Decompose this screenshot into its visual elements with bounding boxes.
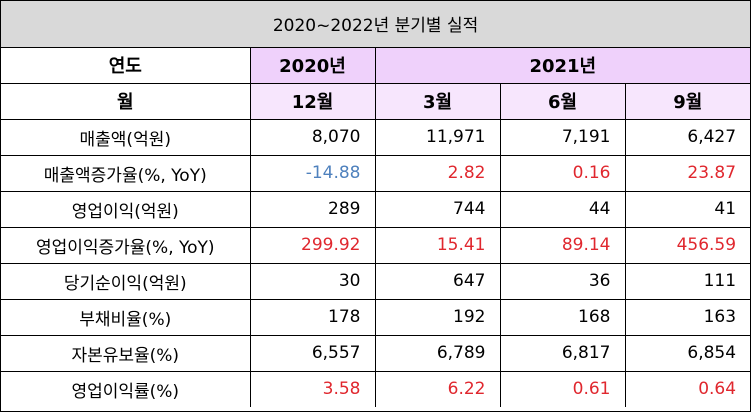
value-cell: 0.64 <box>624 370 751 407</box>
value-cell: 30 <box>249 262 376 300</box>
row-label: 매출액(억원) <box>1 118 251 156</box>
value-cell: 647 <box>374 262 501 300</box>
value-cell: 168 <box>499 298 626 336</box>
value-cell: 7,191 <box>499 118 626 156</box>
value-cell: 15.41 <box>374 226 501 264</box>
value-cell: 2.82 <box>374 154 501 192</box>
value-cell: 111 <box>624 262 751 300</box>
table-row: 자본유보율(%) 6,557 6,789 6,817 6,854 <box>1 334 751 372</box>
value-cell: 163 <box>624 298 751 336</box>
month-label-header: 월 <box>1 82 251 120</box>
year-label-header: 연도 <box>1 46 251 84</box>
row-label: 자본유보율(%) <box>1 334 251 372</box>
value-cell: 6.22 <box>374 370 501 407</box>
value-cell: 456.59 <box>624 226 751 264</box>
value-cell: 744 <box>374 190 501 228</box>
value-cell: 23.87 <box>624 154 751 192</box>
year-2021-header: 2021년 <box>374 46 751 84</box>
value-cell: 44 <box>499 190 626 228</box>
value-cell: 178 <box>249 298 376 336</box>
value-cell: 299.92 <box>249 226 376 264</box>
row-label: 부채비율(%) <box>1 298 251 336</box>
value-cell: 6,557 <box>249 334 376 372</box>
value-cell: 6,789 <box>374 334 501 372</box>
table-row: 매출액증가율(%, YoY) -14.88 2.82 0.16 23.87 <box>1 154 751 192</box>
value-cell: 3.58 <box>249 370 376 407</box>
table-row: 영업이익(억원) 289 744 44 41 <box>1 190 751 228</box>
table-row: 당기순이익(억원) 30 647 36 111 <box>1 262 751 300</box>
value-cell: 0.61 <box>499 370 626 407</box>
table-row: 매출액(억원) 8,070 11,971 7,191 6,427 <box>1 118 751 156</box>
table-title: 2020~2022년 분기별 실적 <box>1 1 751 48</box>
row-label: 영업이익(억원) <box>1 190 251 228</box>
row-label: 영업이익률(%) <box>1 370 251 407</box>
row-label: 영업이익증가율(%, YoY) <box>1 226 251 264</box>
row-label: 매출액증가율(%, YoY) <box>1 154 251 192</box>
value-cell: 11,971 <box>374 118 501 156</box>
value-cell: 6,817 <box>499 334 626 372</box>
row-label: 당기순이익(억원) <box>1 262 251 300</box>
value-cell: 6,427 <box>624 118 751 156</box>
value-cell: 192 <box>374 298 501 336</box>
year-2020-header: 2020년 <box>249 46 376 84</box>
table-row: 영업이익률(%) 3.58 6.22 0.61 0.64 <box>1 370 751 407</box>
value-cell: -14.88 <box>249 154 376 192</box>
month-header-sep-2021: 9월 <box>624 82 751 120</box>
value-cell: 6,854 <box>624 334 751 372</box>
value-cell: 0.16 <box>499 154 626 192</box>
value-cell: 36 <box>499 262 626 300</box>
value-cell: 89.14 <box>499 226 626 264</box>
table-row: 부채비율(%) 178 192 168 163 <box>1 298 751 336</box>
month-header-jun-2021: 6월 <box>499 82 626 120</box>
month-header-dec-2020: 12월 <box>249 82 376 120</box>
month-header-mar-2021: 3월 <box>374 82 501 120</box>
table-row: 영업이익증가율(%, YoY) 299.92 15.41 89.14 456.59 <box>1 226 751 264</box>
value-cell: 8,070 <box>249 118 376 156</box>
table-body: 매출액(억원) 8,070 11,971 7,191 6,427 매출액증가율(%, Yo… <box>1 118 751 407</box>
value-cell: 289 <box>249 190 376 228</box>
value-cell: 41 <box>624 190 751 228</box>
